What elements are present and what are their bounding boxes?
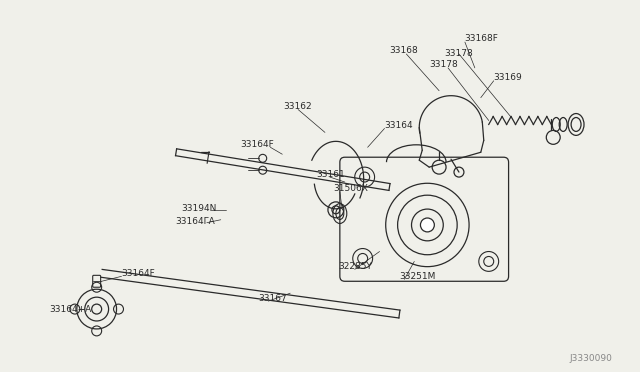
Text: 33164ΓA: 33164ΓA (175, 217, 215, 226)
Text: 33164F: 33164F (241, 140, 275, 149)
Text: 33178: 33178 (444, 48, 473, 58)
Text: 33164F: 33164F (122, 269, 156, 278)
Text: J3330090: J3330090 (570, 354, 612, 363)
Text: 33164+A: 33164+A (49, 305, 92, 314)
Text: 32285Y: 32285Y (338, 262, 372, 271)
Text: 33178: 33178 (429, 60, 458, 70)
Text: 33167: 33167 (259, 294, 287, 303)
Text: 33162: 33162 (284, 102, 312, 111)
Text: 33168F: 33168F (464, 33, 498, 43)
Text: 33161: 33161 (316, 170, 345, 179)
Text: 33164: 33164 (385, 121, 413, 130)
Circle shape (420, 218, 435, 232)
Text: 33194N: 33194N (181, 204, 216, 213)
Text: 31506X: 31506X (333, 185, 368, 193)
Text: 33168: 33168 (390, 45, 418, 55)
Text: 33251M: 33251M (399, 272, 436, 281)
Text: 33169: 33169 (493, 73, 522, 82)
